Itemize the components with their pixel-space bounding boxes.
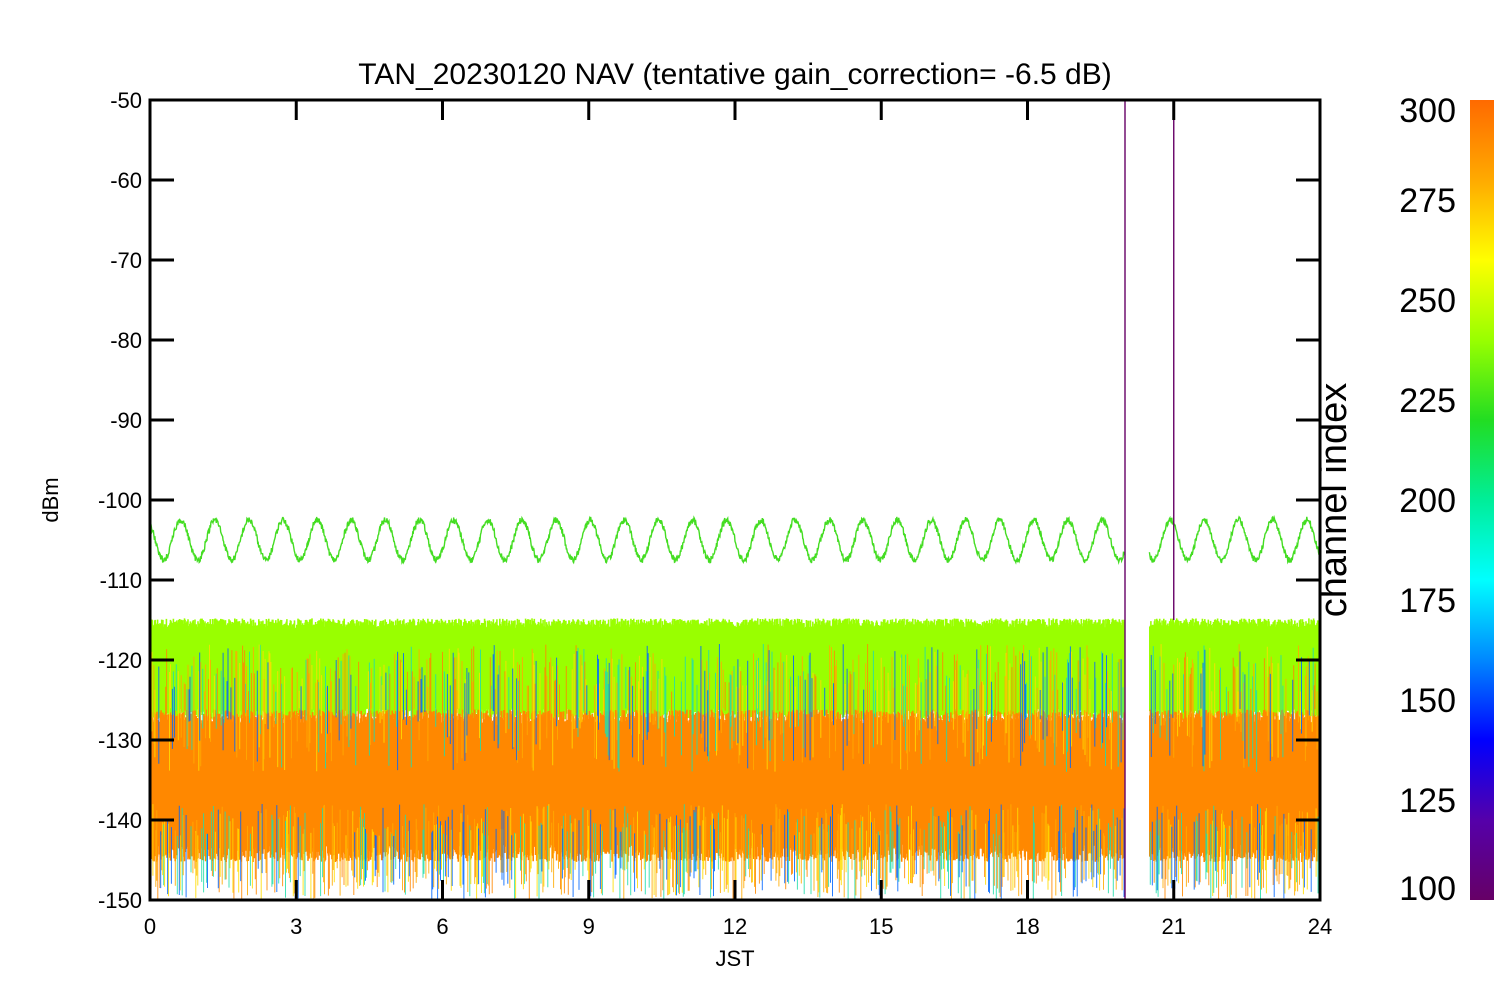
x-tick-label: 0 <box>144 914 156 939</box>
y-tick-label: -110 <box>100 568 142 593</box>
y-tick-label: -130 <box>98 728 142 753</box>
x-tick-label: 21 <box>1162 914 1186 939</box>
x-tick-label: 3 <box>290 914 302 939</box>
series-band-2 <box>150 709 1320 862</box>
y-axis-label: dBm <box>38 477 63 522</box>
series-spikes-2 <box>153 644 1320 900</box>
series-layer <box>150 100 1320 900</box>
series-spikes-0 <box>150 644 1320 900</box>
colorbar-tick-label: 250 <box>1399 282 1456 320</box>
y-tick-label: -90 <box>110 408 142 433</box>
colorbar-tick-label: 100 <box>1399 870 1456 908</box>
y-tick-label: -80 <box>110 328 142 353</box>
colorbar-tick-label: 125 <box>1399 782 1456 820</box>
axis-ticks: 0 3 6 9 12 15 18 21 24 -50 -60 -70 -80 -90 -100 -110 -12… <box>98 88 1332 939</box>
series-spikes-4 <box>158 644 1312 900</box>
x-tick-label: 12 <box>723 914 747 939</box>
colorbar-tick-label: 275 <box>1399 182 1456 220</box>
colorbar-tick-label: 200 <box>1399 482 1456 520</box>
series-spikes-1 <box>151 644 1317 900</box>
x-tick-label: 9 <box>583 914 595 939</box>
colorbar-tick-label: 175 <box>1399 582 1456 620</box>
colorbar-tick-label: 150 <box>1399 682 1456 720</box>
y-tick-label: -100 <box>98 488 142 513</box>
colorbar-title: channel index <box>1313 383 1355 618</box>
x-tick-label: 24 <box>1308 914 1332 939</box>
y-tick-label: -50 <box>110 88 142 113</box>
y-tick-label: -140 <box>98 808 142 833</box>
y-tick-label: -150 <box>98 888 142 913</box>
x-axis-label: JST <box>715 946 754 971</box>
x-tick-label: 15 <box>869 914 893 939</box>
y-tick-label: -70 <box>110 248 142 273</box>
colorbar <box>1470 100 1494 900</box>
colorbar-tick-label: 300 <box>1399 92 1456 130</box>
chart-title: TAN_20230120 NAV (tentative gain_correct… <box>358 58 1112 91</box>
series-sine <box>150 515 1320 565</box>
colorbar-tick-label: 225 <box>1399 382 1456 420</box>
plot-area <box>150 100 1320 900</box>
series-spikes-3 <box>157 644 1316 900</box>
y-tick-label: -120 <box>98 648 142 673</box>
x-tick-label: 6 <box>436 914 448 939</box>
y-tick-label: -60 <box>110 168 142 193</box>
colorbar-ticks: 300 275 250 225 200 175 150 125 100 <box>1399 92 1456 908</box>
x-tick-label: 18 <box>1015 914 1039 939</box>
